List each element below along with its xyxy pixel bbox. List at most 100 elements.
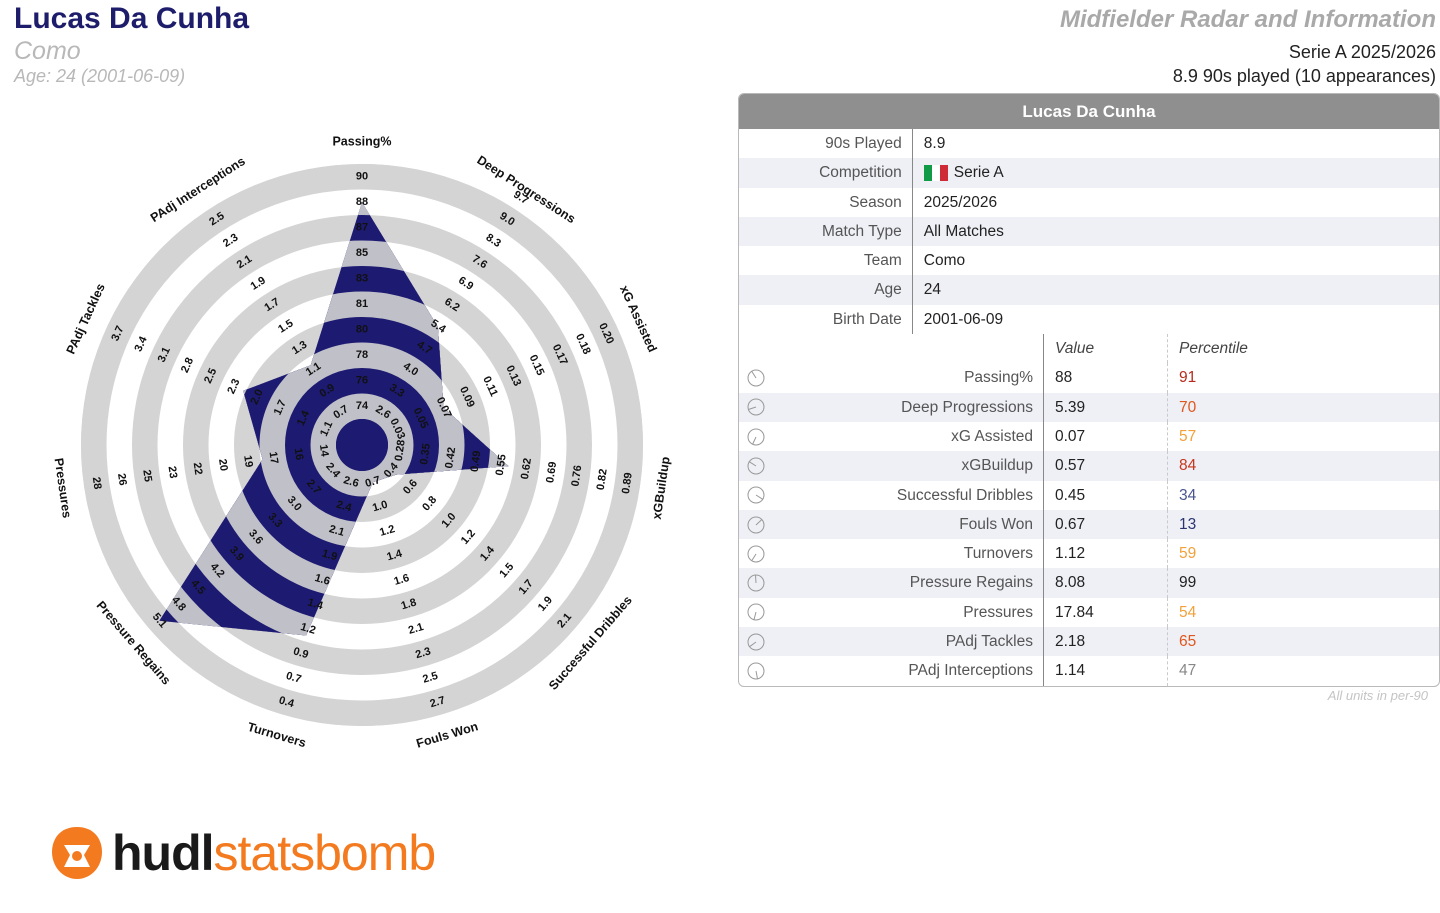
report-played: 8.9 90s played (10 appearances) [1172, 66, 1436, 86]
radar-tick-label: 2.6 [342, 474, 360, 490]
metric-value: 5.39 [1043, 392, 1167, 422]
radar-tick-label: 2.3 [225, 377, 242, 396]
metric-value: 17.84 [1043, 597, 1167, 628]
metric-value: 0.67 [1043, 509, 1167, 540]
metric-percentile: 65 [1167, 627, 1439, 657]
metric-label: xG Assisted [951, 427, 1033, 445]
metric-percentile: 91 [1167, 363, 1439, 393]
radar-tick-label: 74 [356, 400, 369, 412]
info-rows: 90s Played 8.9 Competition Serie A Season 202… [739, 129, 1439, 335]
column-header-value: Value [1043, 334, 1167, 364]
radar-axis-label: Fouls Won [415, 719, 480, 750]
radar-tick-label: 0.89 [620, 472, 635, 495]
table-row: PAdj Tackles 2.18 65 [739, 627, 1439, 657]
radar-axis-label: Turnovers [246, 720, 308, 750]
info-label: Age [874, 281, 902, 299]
table-row: Pressures 17.84 54 [739, 597, 1439, 628]
radar-tick-label: 1.1 [318, 419, 335, 438]
metric-rows: Passing% 88 91 Deep Progressions 5.39 70 xG As… [739, 363, 1439, 686]
units-note: All units in per-90 [1327, 688, 1428, 703]
radar-tick-label: 0.28 [393, 439, 408, 462]
radar-tick-label: 80 [356, 324, 368, 336]
hudl-statsbomb-logo: hudl statsbomb [50, 822, 437, 884]
info-row: Team Como [739, 246, 1439, 276]
info-value: 8.9 [911, 129, 1439, 159]
metric-percentile: 57 [1167, 421, 1439, 452]
report-title: Midfielder Radar and Information [1059, 6, 1436, 33]
radar-tick-label: 0.35 [418, 443, 433, 466]
radar-chart: 74767880818385878890Passing%2.63.34.04.7… [52, 134, 673, 750]
metric-percentile: 99 [1167, 568, 1439, 598]
info-value: 2025/2026 [911, 187, 1439, 217]
table-row: Successful Dribbles 0.45 34 [739, 480, 1439, 510]
info-value-text: All Matches [923, 222, 1004, 240]
metric-label: Turnovers [963, 545, 1033, 563]
radar-tick-label: 87 [356, 222, 368, 234]
radar-tick-label: 28 [90, 476, 104, 490]
radar-tick-label: 22 [191, 462, 205, 476]
metric-percentile: 47 [1167, 656, 1439, 686]
radar-tick-label: 1.4 [385, 547, 404, 563]
metric-label: Pressure Regains [909, 574, 1033, 592]
metric-percentile: 84 [1167, 451, 1439, 481]
report-competition: Serie A 2025/2026 [1288, 42, 1436, 62]
metric-percentile: 70 [1167, 392, 1439, 422]
metric-value: 88 [1043, 363, 1167, 393]
table-title: Lucas Da Cunha [739, 94, 1439, 129]
logo-text-statsbomb: statsbomb [213, 825, 437, 881]
info-value: 2001-06-09 [911, 304, 1439, 335]
radar-tick-label: 76 [356, 375, 368, 387]
radar-tick-label: 2.5 [421, 670, 439, 686]
player-age: Age: 24 (2001-06-09) [14, 66, 186, 86]
info-value: Serie A [911, 158, 1439, 188]
radar-tick-label: 1.7 [272, 398, 289, 417]
metric-label: Successful Dribbles [896, 486, 1033, 504]
table-row: Fouls Won 0.67 13 [739, 509, 1439, 540]
table-row: PAdj Interceptions 1.14 47 [739, 656, 1439, 686]
radar-tick-label: 0.42 [443, 446, 458, 469]
metric-label: PAdj Interceptions [908, 662, 1033, 680]
player-name: Lucas Da Cunha [14, 2, 250, 35]
radar-tick-label: 26 [115, 473, 129, 487]
percentile-gauge-icon [739, 510, 773, 539]
radar-tick-label: 16 [292, 447, 306, 461]
percentile-gauge-icon [739, 451, 773, 480]
table-row: Pressure Regains 8.08 99 [739, 568, 1439, 598]
radar-center-dot [336, 419, 388, 471]
radar-tick-label: 2.4 [335, 499, 354, 515]
radar-tick-label: 85 [356, 247, 368, 259]
radar-tick-label: 0.76 [569, 464, 584, 487]
metric-value: 2.18 [1043, 627, 1167, 657]
column-header-percentile: Percentile [1167, 334, 1439, 364]
radar-tick-label: 1.4 [306, 596, 325, 612]
radar-axis-label: Passing% [332, 134, 391, 148]
radar-tick-label: 1.0 [371, 499, 389, 515]
table-row: Deep Progressions 5.39 70 [739, 392, 1439, 422]
metric-percentile: 34 [1167, 480, 1439, 510]
radar-tick-label: 1.9 [320, 548, 338, 564]
radar-tick-label: 2.3 [414, 645, 432, 661]
info-value-text: Serie A [953, 164, 1004, 182]
radar-tick-label: 2.1 [407, 621, 425, 637]
radar-tick-label: 88 [356, 196, 368, 208]
radar-tick-label: 0.7 [285, 670, 303, 686]
table-row: xG Assisted 0.07 57 [739, 421, 1439, 452]
info-label: Match Type [821, 222, 902, 240]
percentile-gauge-icon [739, 481, 773, 510]
metric-percentile: 59 [1167, 539, 1439, 569]
info-value: Como [911, 246, 1439, 276]
radar-axis-label: Pressures [52, 457, 74, 519]
info-value-text: 8.9 [923, 135, 946, 152]
percentile-gauge-icon [739, 422, 773, 451]
radar-tick-label: 2.0 [248, 388, 265, 407]
radar-tick-label: 2.8 [179, 356, 196, 375]
radar-tick-label: 2.7 [429, 694, 447, 710]
info-label: Season [849, 193, 902, 211]
column-header-row: Value Percentile [739, 334, 1439, 364]
percentile-gauge-icon [739, 393, 773, 422]
metric-label: Fouls Won [959, 515, 1033, 533]
info-row: Birth Date 2001-06-09 [739, 304, 1439, 335]
radar-tick-label: 0.9 [292, 645, 310, 661]
info-label: 90s Played [825, 135, 902, 152]
radar-tick-label: 0.7 [364, 474, 382, 490]
